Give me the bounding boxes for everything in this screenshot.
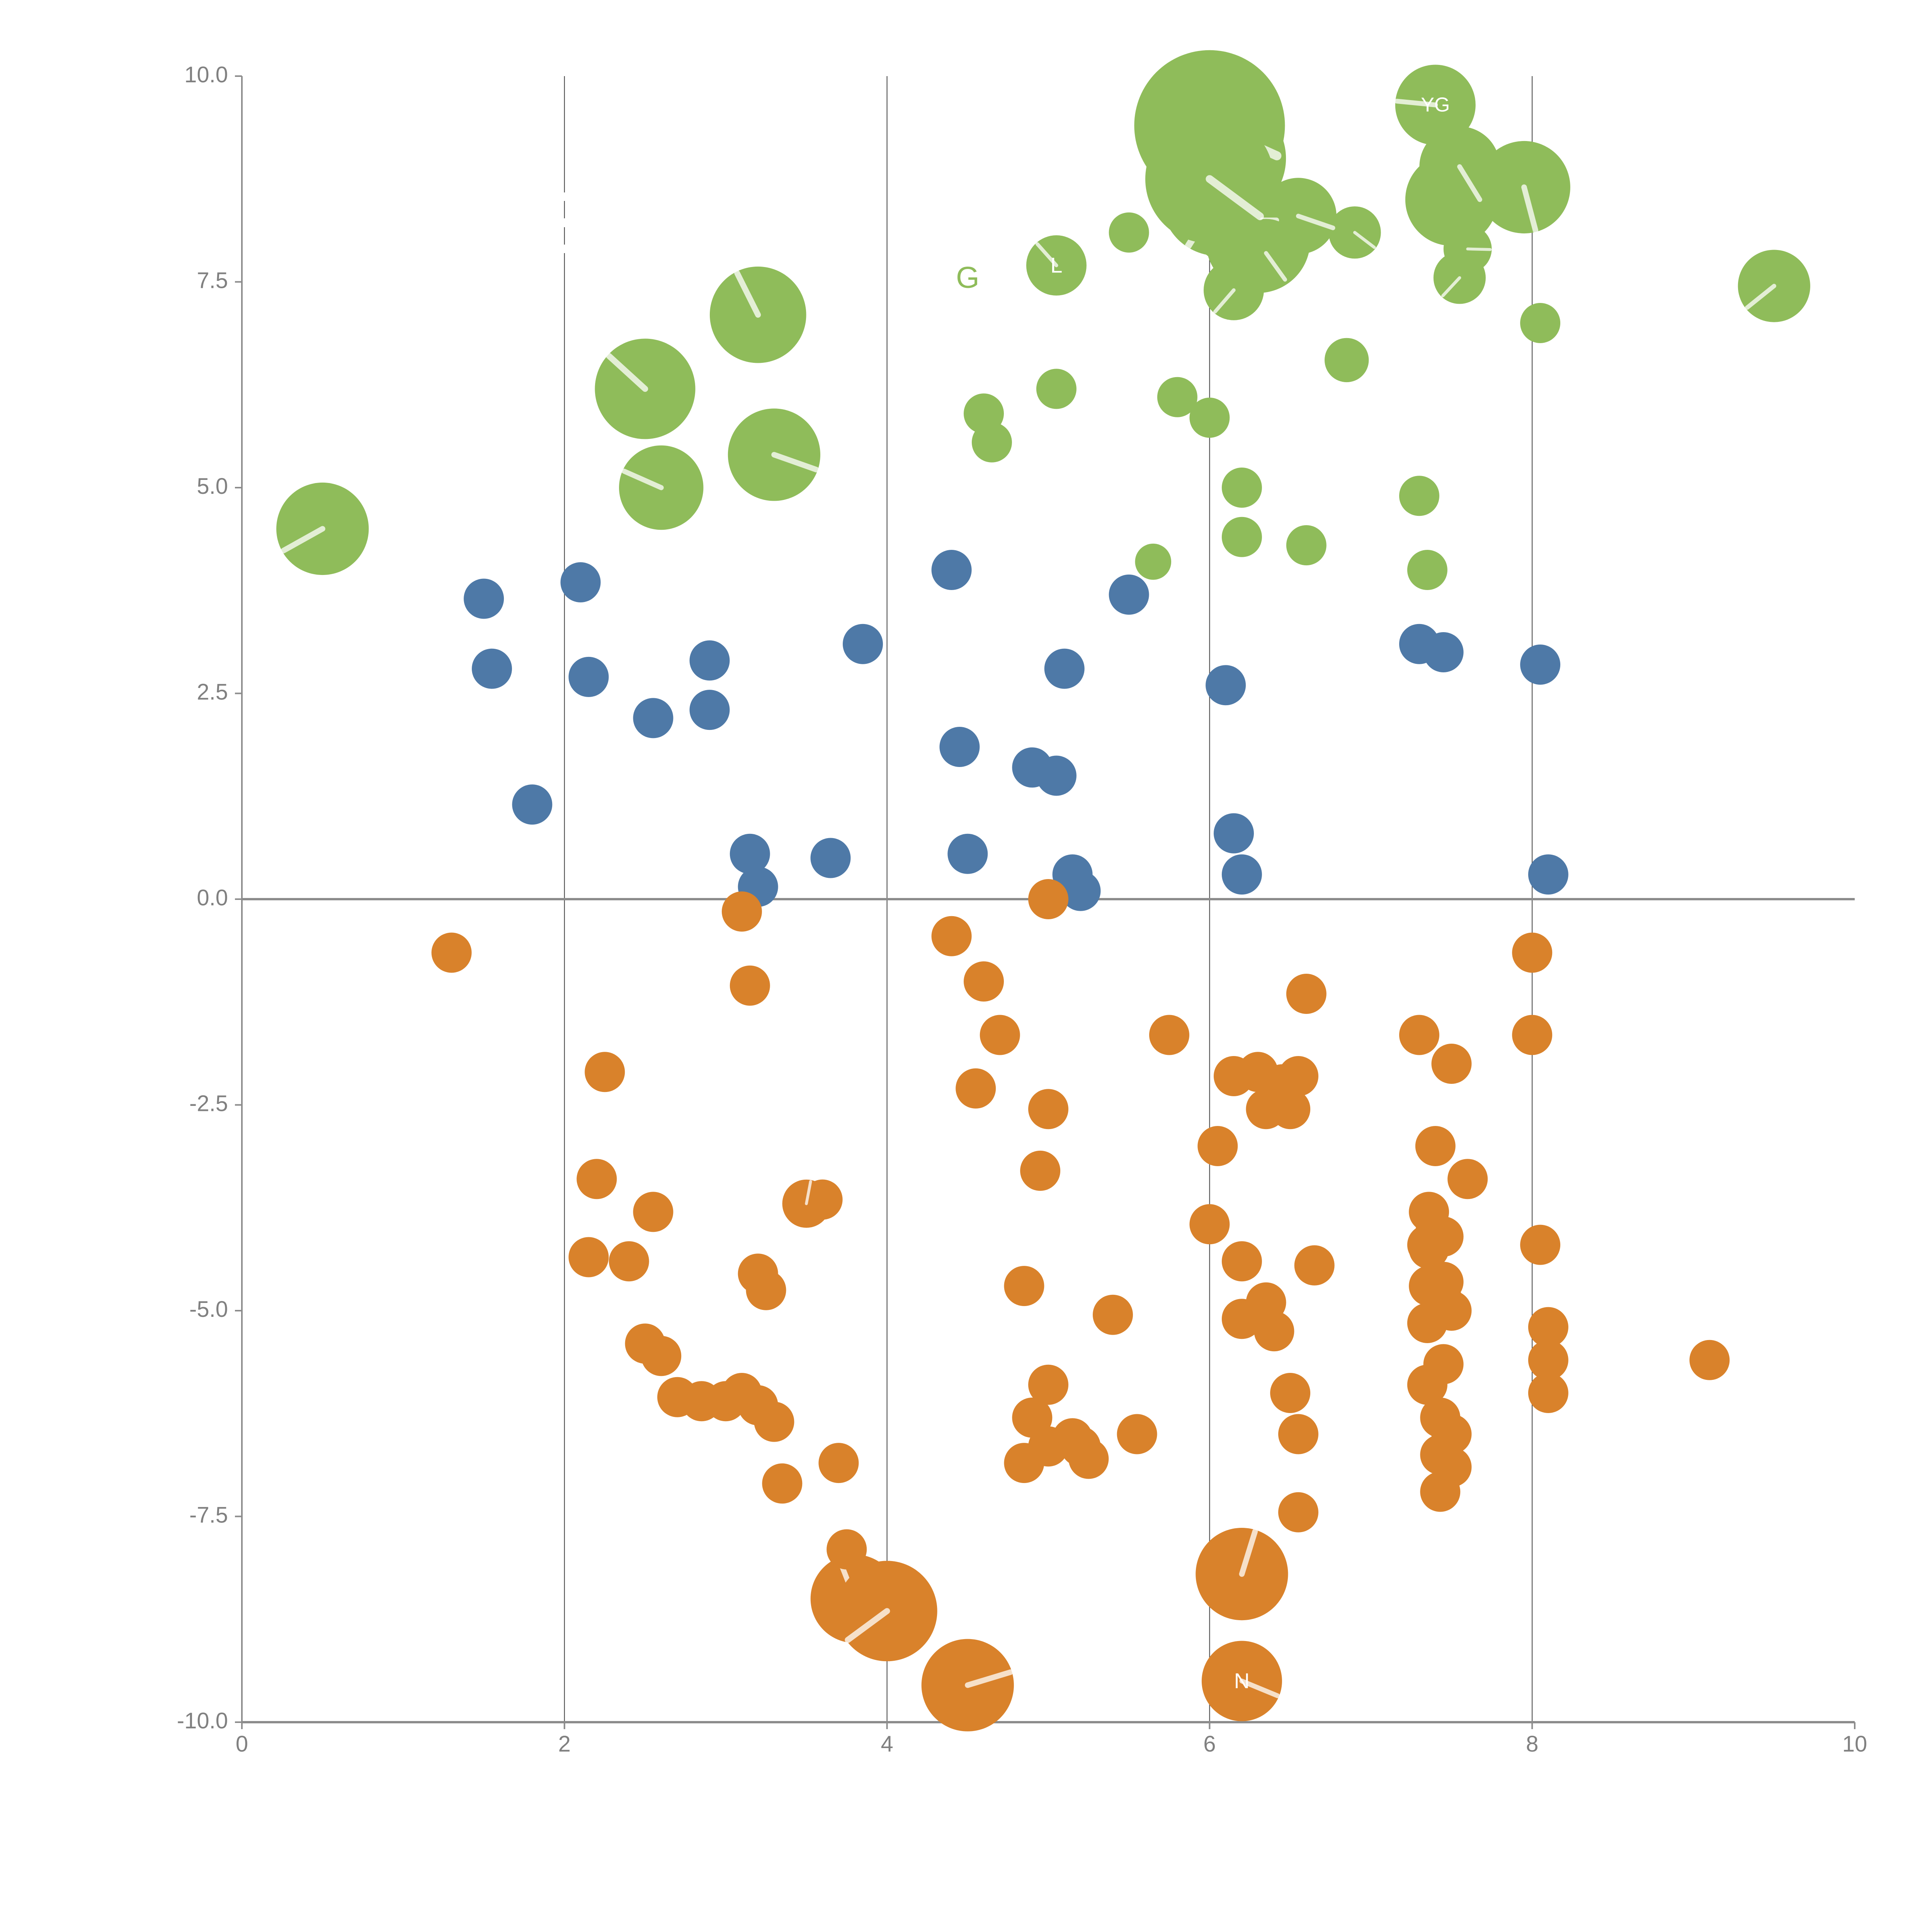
svg-text:5.0: 5.0 (197, 474, 228, 499)
svg-text:L: L (1050, 253, 1062, 277)
svg-text:6: 6 (1203, 1731, 1216, 1757)
svg-text:2: 2 (558, 1731, 571, 1757)
svg-text:YG: YG (1421, 94, 1450, 116)
svg-text:8: 8 (1526, 1731, 1538, 1757)
svg-text:2.5: 2.5 (197, 680, 228, 705)
svg-text:-2.5: -2.5 (189, 1091, 228, 1116)
svg-text:-5.0: -5.0 (189, 1297, 228, 1322)
svg-text:0.0: 0.0 (197, 885, 228, 910)
svg-text:N: N (1234, 1668, 1250, 1693)
svg-text:10: 10 (1842, 1731, 1867, 1757)
svg-text:-7.5: -7.5 (189, 1503, 228, 1528)
svg-text:4: 4 (881, 1731, 893, 1757)
svg-text:-10.0: -10.0 (177, 1708, 228, 1733)
svg-text:7.5: 7.5 (197, 268, 228, 293)
svg-text:0: 0 (236, 1731, 248, 1757)
svg-text:G: G (956, 260, 980, 294)
svg-text:10.0: 10.0 (184, 62, 228, 87)
